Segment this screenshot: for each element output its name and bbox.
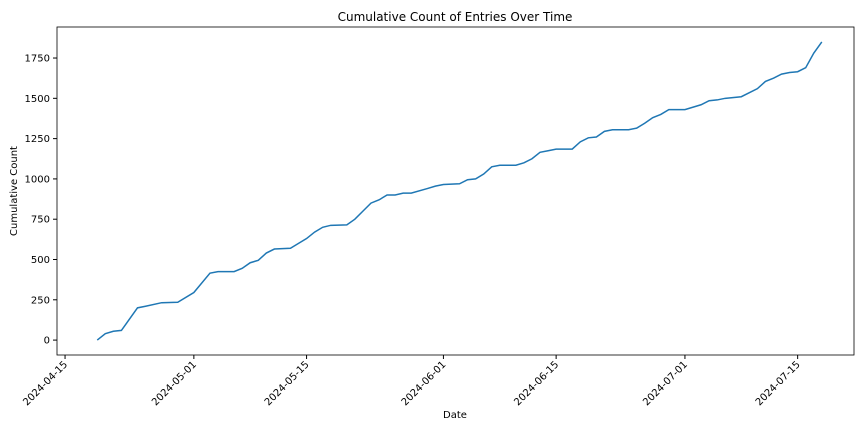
y-tick-label: 250	[31, 295, 50, 306]
y-tick-label: 750	[31, 215, 50, 226]
y-tick-label: 1000	[25, 174, 50, 185]
y-tick-label: 1250	[25, 134, 50, 145]
y-axis-label: Cumulative Count	[9, 146, 20, 236]
x-axis-label: Date	[443, 410, 467, 421]
plot-frame	[56, 26, 855, 356]
data-line	[96, 41, 823, 341]
chart-title: Cumulative Count of Entries Over Time	[338, 10, 573, 24]
y-tick-label: 500	[31, 255, 50, 266]
y-tick-label: 0	[44, 336, 50, 347]
y-tick-label: 1500	[25, 94, 50, 105]
y-tick-label: 1750	[25, 54, 50, 65]
